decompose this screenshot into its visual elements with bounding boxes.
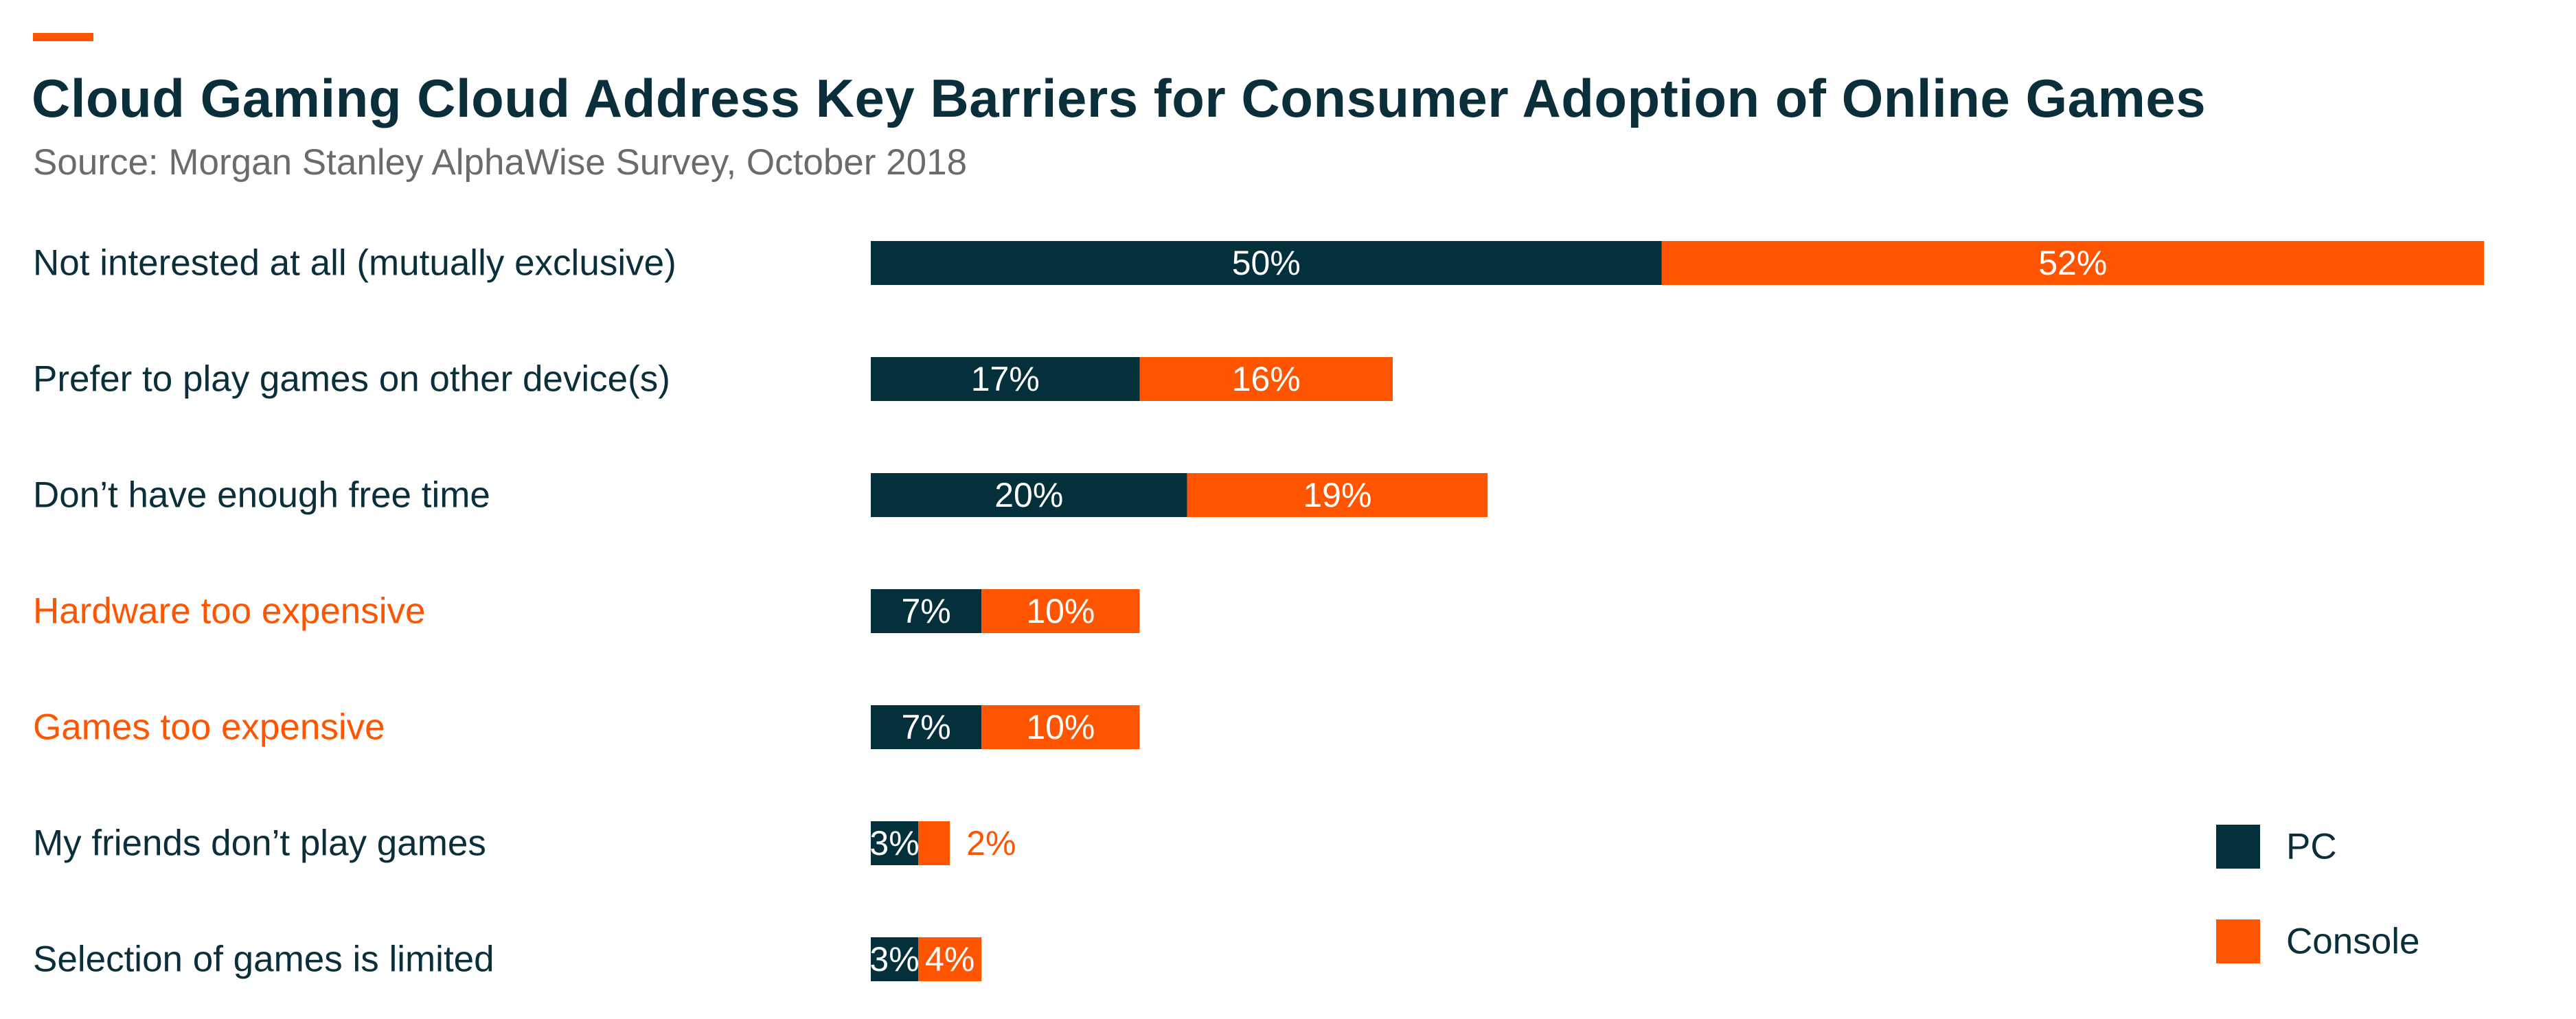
data-label-console: 19% [1303,476,1371,514]
bar-segment-console [981,705,1140,749]
bar-segment-console [1187,473,1488,517]
data-label-console: 2% [966,824,1016,862]
bar-segment-pc [871,589,982,633]
chart-subtitle: Source: Morgan Stanley AlphaWise Survey,… [33,142,968,183]
bar-segment-console [981,589,1140,633]
legend-label-console: Console [2286,921,2419,962]
bar-segment-console [1139,357,1393,401]
legend-swatch-console [2216,919,2260,963]
legend-swatch-pc [2216,825,2260,869]
data-label-console: 4% [925,940,974,978]
bar-segment-console [918,821,950,865]
data-label-console: 16% [1232,360,1301,398]
accent-rule [33,33,93,41]
data-label-console: 10% [1026,708,1095,746]
category-label: Selection of games is limited [33,939,494,980]
data-label-pc: 3% [869,940,919,978]
category-label: Games too expensive [33,707,385,748]
category-label: Don’t have enough free time [33,475,490,516]
category-label: My friends don’t play games [33,823,486,864]
bar-segment-console [918,937,982,981]
bar-segment-console [1661,241,2485,285]
bar-segment-pc [871,357,1140,401]
data-label-pc: 7% [901,592,950,630]
category-label: Hardware too expensive [33,591,426,632]
data-label-console: 10% [1026,592,1095,630]
data-label-pc: 20% [994,476,1063,514]
bar-segment-pc [871,705,982,749]
bar-segment-pc [871,241,1662,285]
bar-segment-pc [871,473,1187,517]
category-label: Prefer to play games on other device(s) [33,359,670,400]
bar-segment-pc [871,937,919,981]
data-label-pc: 17% [971,360,1040,398]
data-label-pc: 50% [1232,244,1301,282]
data-label-pc: 7% [901,708,950,746]
category-label: Not interested at all (mutually exclusiv… [33,243,676,284]
data-label-pc: 3% [869,824,919,862]
data-label-console: 52% [2038,244,2107,282]
legend-label-pc: PC [2286,827,2337,867]
chart-title: Cloud Gaming Cloud Address Key Barriers … [32,68,2207,128]
bar-segment-pc [871,821,919,865]
